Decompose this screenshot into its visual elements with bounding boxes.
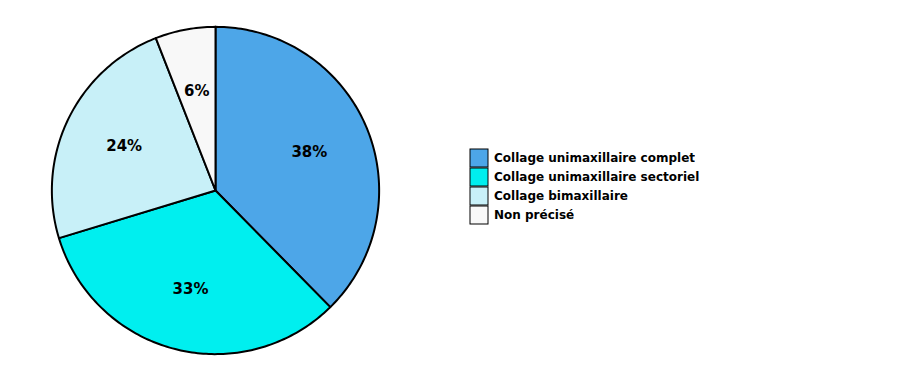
html-text:Non précisé: Non précisé (494, 208, 575, 222)
html-text:Collage unimaxillaire complet: Collage unimaxillaire complet (494, 151, 695, 165)
svg-text:6%: 6% (184, 82, 209, 100)
html-text:Collage unimaxillaire sectorie: Collage unimaxillaire sectoriel (494, 170, 700, 184)
svg-text:24%: 24% (106, 137, 142, 155)
svg-text:33%: 33% (173, 280, 209, 298)
svg-text:38%: 38% (291, 143, 327, 161)
html-text:Collage bimaxillaire: Collage bimaxillaire (494, 189, 628, 203)
